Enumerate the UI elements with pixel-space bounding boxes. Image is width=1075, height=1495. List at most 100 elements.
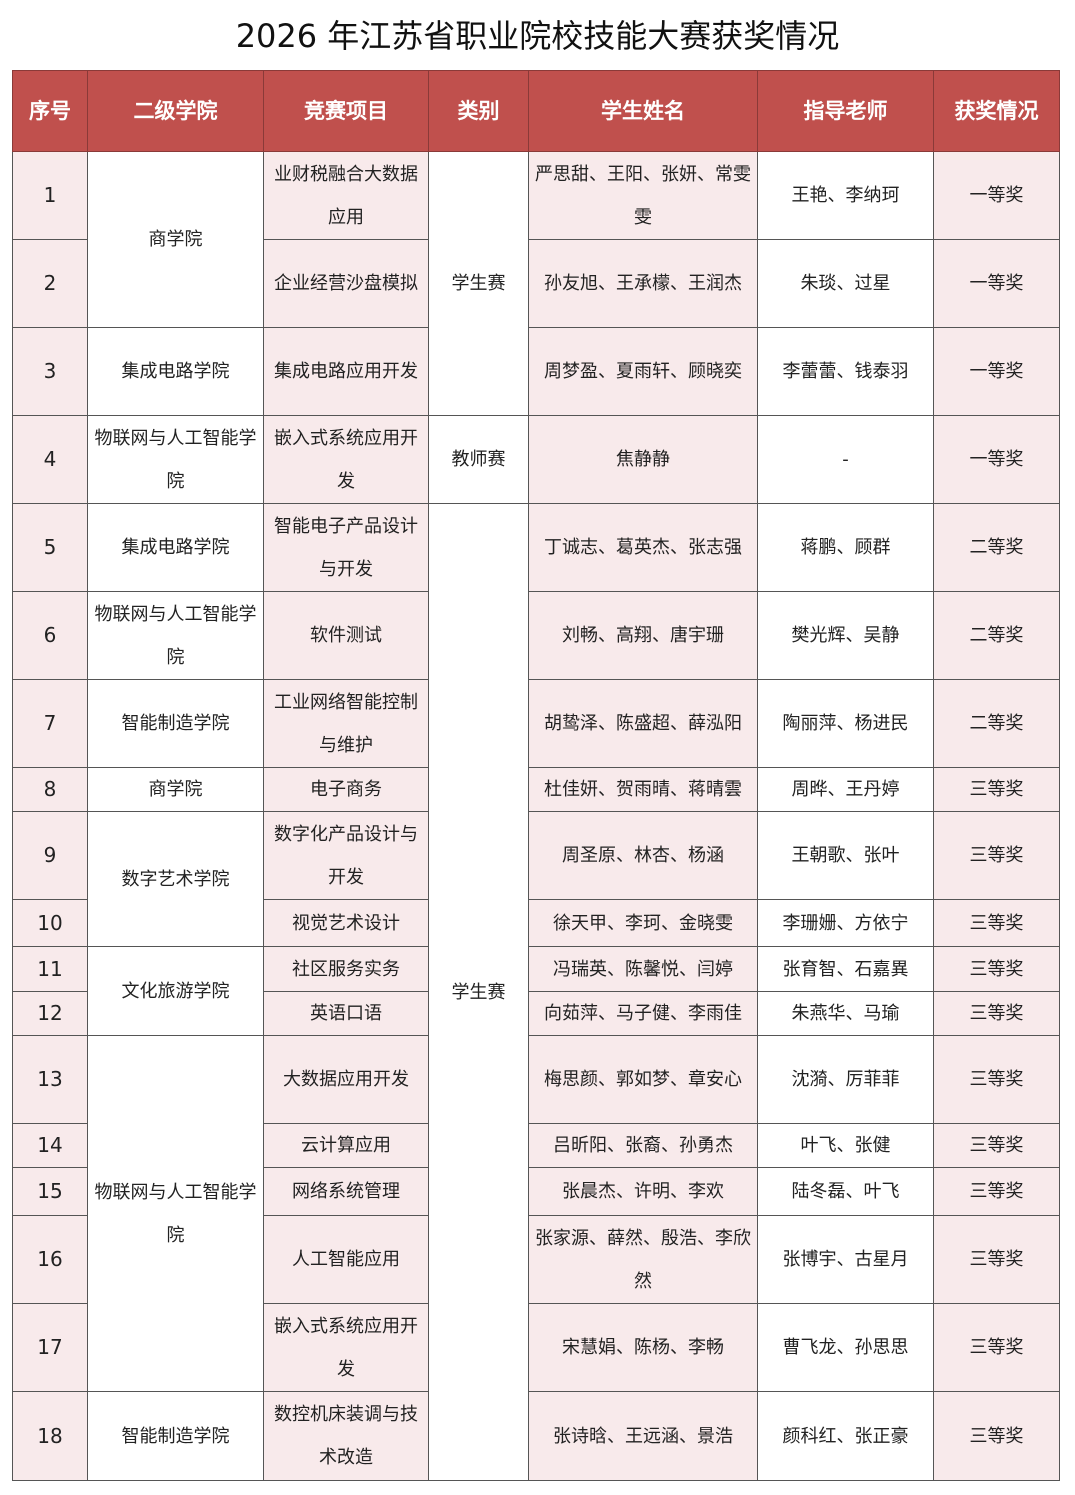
college-cell: 物联网与人工智能学院	[87, 591, 264, 680]
table-row: 2 企业经营沙盘模拟 孙友旭、王承檬、王润杰 朱琰、过星 一等奖	[12, 239, 1060, 328]
index-cell: 6	[12, 591, 88, 680]
header-project: 竞赛项目	[263, 70, 429, 152]
students-cell: 严思甜、王阳、张妍、常雯雯	[528, 151, 758, 240]
teachers-cell: -	[757, 415, 934, 504]
table-row: 6 物联网与人工智能学院 软件测试 刘畅、高翔、唐宇珊 樊光辉、吴静 二等奖	[12, 591, 1060, 680]
page-title: 2026 年江苏省职业院校技能大赛获奖情况	[235, 17, 840, 55]
teachers-cell: 王朝歌、张叶	[757, 811, 934, 900]
award-cell: 二等奖	[933, 591, 1060, 680]
students-cell: 周圣原、林杏、杨涵	[528, 811, 758, 900]
table-row: 11 文化旅游学院 社区服务实务 冯瑞英、陈馨悦、闫婷 张育智、石嘉異 三等奖	[12, 946, 1060, 1036]
table-row: 16 人工智能应用 张家源、薛然、殷浩、李欣然 张博宇、古星月 三等奖	[12, 1215, 1060, 1304]
students-cell: 张诗晗、王远涵、景浩	[528, 1391, 758, 1481]
header-row: 序号 二级学院 竞赛项目 类别 学生姓名 指导老师 获奖情况	[12, 70, 1060, 152]
award-cell: 三等奖	[933, 1215, 1060, 1304]
project-cell: 智能电子产品设计与开发	[263, 503, 429, 592]
teachers-cell: 樊光辉、吴静	[757, 591, 934, 680]
teachers-cell: 沈漪、厉菲菲	[757, 1035, 934, 1124]
project-cell: 数字化产品设计与开发	[263, 811, 429, 900]
teachers-cell: 陆冬磊、叶飞	[757, 1167, 934, 1216]
students-cell: 宋慧娟、陈杨、李畅	[528, 1303, 758, 1392]
table-row: 7 智能制造学院 工业网络智能控制与维护 胡鸷泽、陈盛超、薛泓阳 陶丽萍、杨进民 二等奖	[12, 679, 1060, 768]
table-row: 1 商学院 业财税融合大数据应用 学生赛 严思甜、王阳、张妍、常雯雯 王艳、李纳珂 一等奖	[12, 151, 1060, 416]
table-row: 9 数字艺术学院 数字化产品设计与开发 周圣原、林杏、杨涵 王朝歌、张叶 三等奖	[12, 811, 1060, 947]
teachers-cell: 张博宇、古星月	[757, 1215, 934, 1304]
header-award: 获奖情况	[933, 70, 1060, 152]
project-cell: 社区服务实务	[263, 946, 429, 992]
index-cell: 14	[12, 1123, 88, 1168]
project-cell: 人工智能应用	[263, 1215, 429, 1304]
project-cell: 大数据应用开发	[263, 1035, 429, 1124]
award-cell: 一等奖	[933, 151, 1060, 240]
project-cell: 嵌入式系统应用开发	[263, 1303, 429, 1392]
college-cell: 智能制造学院	[87, 1391, 264, 1481]
project-cell: 云计算应用	[263, 1123, 429, 1168]
category-cell: 学生赛	[428, 151, 529, 416]
index-cell: 17	[12, 1303, 88, 1392]
award-cell: 三等奖	[933, 1167, 1060, 1216]
college-cell: 集成电路学院	[87, 327, 264, 416]
college-cell: 数字艺术学院	[87, 811, 264, 947]
table-row: 15 网络系统管理 张晨杰、许明、李欢 陆冬磊、叶飞 三等奖	[12, 1167, 1060, 1216]
teachers-cell: 李蕾蕾、钱泰羽	[757, 327, 934, 416]
index-cell: 11	[12, 946, 88, 992]
college-cell: 商学院	[87, 767, 264, 812]
award-cell: 三等奖	[933, 1303, 1060, 1392]
teachers-cell: 朱琰、过星	[757, 239, 934, 328]
index-cell: 13	[12, 1035, 88, 1124]
index-cell: 15	[12, 1167, 88, 1216]
header-index: 序号	[12, 70, 88, 152]
teachers-cell: 李珊姗、方依宁	[757, 899, 934, 947]
teachers-cell: 张育智、石嘉異	[757, 946, 934, 992]
award-cell: 三等奖	[933, 811, 1060, 900]
table-row: 12 英语口语 向茹萍、马子健、李雨佳 朱燕华、马瑜 三等奖	[12, 991, 1060, 1036]
index-cell: 9	[12, 811, 88, 900]
award-cell: 三等奖	[933, 991, 1060, 1036]
award-cell: 二等奖	[933, 503, 1060, 592]
teachers-cell: 颜科红、张正豪	[757, 1391, 934, 1481]
award-cell: 三等奖	[933, 1391, 1060, 1481]
index-cell: 1	[12, 151, 88, 240]
teachers-cell: 曹飞龙、孙思思	[757, 1303, 934, 1392]
students-cell: 杜佳妍、贺雨晴、蒋晴雲	[528, 767, 758, 812]
project-cell: 英语口语	[263, 991, 429, 1036]
index-cell: 7	[12, 679, 88, 768]
students-cell: 刘畅、高翔、唐宇珊	[528, 591, 758, 680]
students-cell: 胡鸷泽、陈盛超、薛泓阳	[528, 679, 758, 768]
header-students: 学生姓名	[528, 70, 758, 152]
college-cell: 物联网与人工智能学院	[87, 415, 264, 504]
college-cell: 物联网与人工智能学院	[87, 1035, 264, 1392]
college-cell: 商学院	[87, 151, 264, 328]
index-cell: 3	[12, 327, 88, 416]
students-cell: 张家源、薛然、殷浩、李欣然	[528, 1215, 758, 1304]
award-cell: 三等奖	[933, 1123, 1060, 1168]
header-teachers: 指导老师	[757, 70, 934, 152]
index-cell: 4	[12, 415, 88, 504]
awards-table: 序号 二级学院 竞赛项目 类别 学生姓名 指导老师 获奖情况 1 商学院 业财税融合大数据应用学…	[12, 70, 1060, 1481]
students-cell: 孙友旭、王承檬、王润杰	[528, 239, 758, 328]
project-cell: 工业网络智能控制与维护	[263, 679, 429, 768]
project-cell: 视觉艺术设计	[263, 899, 429, 947]
students-cell: 冯瑞英、陈馨悦、闫婷	[528, 946, 758, 992]
award-cell: 三等奖	[933, 946, 1060, 992]
project-cell: 业财税融合大数据应用	[263, 151, 429, 240]
students-cell: 梅思颜、郭如梦、章安心	[528, 1035, 758, 1124]
students-cell: 徐天甲、李珂、金晓雯	[528, 899, 758, 947]
table-row: 5 集成电路学院 智能电子产品设计与开发 学生赛 丁诚志、葛英杰、张志强 蒋鹏、顾群 二等奖	[12, 503, 1060, 1481]
table-row: 10 视觉艺术设计 徐天甲、李珂、金晓雯 李珊姗、方依宁 三等奖	[12, 899, 1060, 947]
college-cell: 文化旅游学院	[87, 946, 264, 1036]
college-cell: 集成电路学院	[87, 503, 264, 592]
students-cell: 周梦盈、夏雨轩、顾晓奕	[528, 327, 758, 416]
index-cell: 12	[12, 991, 88, 1036]
index-cell: 5	[12, 503, 88, 592]
award-cell: 一等奖	[933, 415, 1060, 504]
category-cell: 教师赛	[428, 415, 529, 504]
category-cell: 学生赛	[428, 503, 529, 1481]
table-row: 3 集成电路学院 集成电路应用开发 周梦盈、夏雨轩、顾晓奕 李蕾蕾、钱泰羽 一等奖	[12, 327, 1060, 416]
header-college: 二级学院	[87, 70, 264, 152]
project-cell: 数控机床装调与技术改造	[263, 1391, 429, 1481]
award-cell: 三等奖	[933, 899, 1060, 947]
index-cell: 8	[12, 767, 88, 812]
award-cell: 二等奖	[933, 679, 1060, 768]
award-cell: 三等奖	[933, 1035, 1060, 1124]
